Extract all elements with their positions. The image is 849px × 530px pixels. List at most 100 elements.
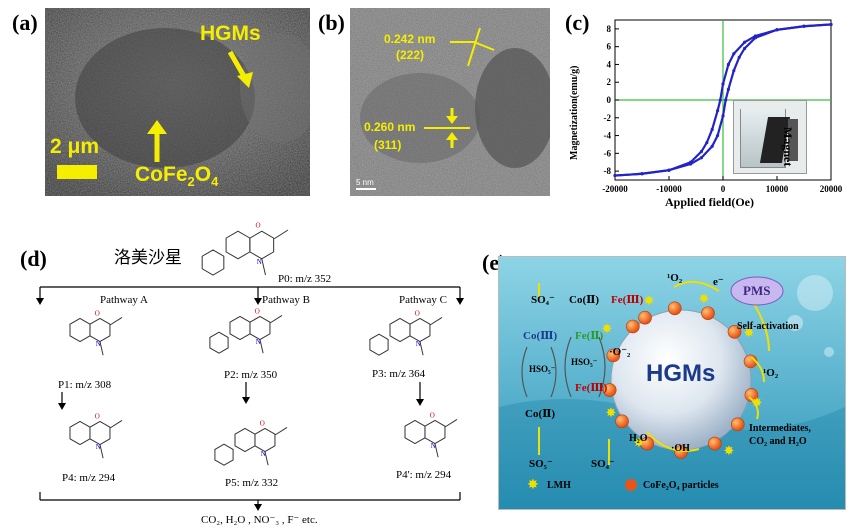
data-point xyxy=(737,55,741,59)
pathway-b: Pathway B xyxy=(262,294,310,306)
co2-left: Co(Ⅱ) xyxy=(569,294,600,306)
oh-radical: ·OH xyxy=(671,443,690,454)
p1-structure-acid xyxy=(110,316,123,326)
p1-label: P1: m/z 308 xyxy=(58,379,112,391)
o2-minus: ·O⁻₂ xyxy=(609,346,631,358)
p4p-label: P4': m/z 294 xyxy=(396,469,452,481)
fe2: Fe(Ⅱ) xyxy=(575,330,604,342)
p4-structure-o: O xyxy=(95,412,100,420)
p5-structure-n: N xyxy=(261,450,266,458)
so4-bottom: SO₄⁻ xyxy=(591,458,615,470)
co3: Co(Ⅲ) xyxy=(523,330,558,342)
data-point xyxy=(802,24,806,28)
y-tick-label: 4 xyxy=(607,59,612,69)
hso5-1: HSO₅⁻ xyxy=(529,364,556,374)
e-minus: e⁻ xyxy=(713,276,724,288)
p2-structure-ethyl xyxy=(259,339,264,354)
p4p-structure-ring-1 xyxy=(404,419,426,445)
cofe2o4-particle xyxy=(667,301,682,316)
cofe2o4-particle xyxy=(640,436,654,451)
p2-structure-n: N xyxy=(256,338,261,346)
panel-b-label: (b) xyxy=(318,10,345,35)
cofe-text: CoFe xyxy=(135,163,188,186)
panel-c-label: (c) xyxy=(565,10,590,35)
scale-bar xyxy=(57,165,97,179)
lmh-legend-icon: ✸ xyxy=(527,478,539,493)
lomefloxacin-structure-ring-1 xyxy=(225,230,251,260)
magnet-label: Magnet xyxy=(781,127,795,167)
cofe2o4-particle xyxy=(615,414,629,429)
data-point xyxy=(710,127,714,131)
p0-label: P0: m/z 352 xyxy=(278,273,332,285)
particles-legend-icon xyxy=(625,479,637,491)
cofe-o: O xyxy=(194,163,212,186)
data-point xyxy=(710,144,714,148)
p1-structure-ring-2 xyxy=(89,317,111,343)
data-point xyxy=(724,98,728,102)
so5: SO₅⁻ xyxy=(529,458,553,470)
p1-structure-o: O xyxy=(95,309,100,317)
arrow-final xyxy=(254,504,262,511)
arrow-c2 xyxy=(416,399,424,406)
c-ylabel: Magnetization(emu/g) xyxy=(569,65,580,160)
cofe2o4-particle xyxy=(730,417,745,432)
data-point xyxy=(640,172,644,176)
p3-structure-acid xyxy=(430,316,443,326)
panel-c: (c) -20000 -10000 0 10000 20000 -8 -6 -4 -2 0 2 4 6 8… xyxy=(555,0,849,215)
lomefloxacin-structure-ring-2 xyxy=(249,230,275,260)
cofe2o4-particle xyxy=(744,388,759,402)
cofe2o4-particle xyxy=(602,383,617,397)
panel-a-label: (a) xyxy=(12,10,38,35)
compound-name: 洛美沙星 xyxy=(114,248,182,268)
data-point xyxy=(732,69,736,73)
data-point xyxy=(699,156,703,160)
cofe2o4-particle xyxy=(701,306,715,321)
cofe2o4-particle xyxy=(727,325,742,339)
panel-d-label: (d) xyxy=(20,246,47,271)
cofe-label: CoFe2O4 xyxy=(135,163,218,189)
data-point xyxy=(705,141,709,145)
plane-2: (311) xyxy=(374,138,402,152)
p1-structure-ring-1 xyxy=(69,317,91,343)
p5-structure-ring-3 xyxy=(214,443,234,466)
data-point xyxy=(718,98,722,102)
o2-top: ¹O₂ xyxy=(667,272,683,284)
lmh-spark: ✸ xyxy=(699,291,710,306)
p3-structure-ring-2 xyxy=(409,317,431,343)
cofe2o4-particle xyxy=(674,445,688,459)
p4p-structure-ring-2 xyxy=(424,419,446,445)
data-point xyxy=(732,52,736,56)
y-tick-label: -6 xyxy=(604,148,612,158)
fe3-top: Fe(Ⅲ) xyxy=(611,294,644,306)
d-spacing-1: 0.242 nm xyxy=(384,32,436,46)
tem-scale-label: 5 nm xyxy=(356,178,374,187)
data-point xyxy=(743,46,747,51)
data-point xyxy=(699,149,703,154)
lomefloxacin-structure-acid xyxy=(273,229,289,240)
lmh-spark: ✸ xyxy=(752,395,763,410)
p2-structure-o: O xyxy=(255,307,260,315)
p3-structure-n: N xyxy=(416,340,421,348)
cofe-sub1: 2 xyxy=(187,174,195,190)
arrow-b xyxy=(254,298,262,305)
d-spacing-2: 0.260 nm xyxy=(364,120,416,134)
x-tick-label: -10000 xyxy=(656,184,682,194)
data-point xyxy=(689,160,693,164)
x-tick-label: 0 xyxy=(721,184,726,194)
p5-structure-acid xyxy=(275,426,288,436)
lomefloxacin-structure-ring-3 xyxy=(201,249,225,276)
scale-label: 2 μm xyxy=(50,135,100,158)
p5-structure-ring-2 xyxy=(254,427,276,453)
fe3-bottom: Fe(Ⅲ) xyxy=(575,382,608,394)
final-products: CO₂, H₂O , NO⁻₃ , F⁻ etc. xyxy=(201,514,318,526)
tem-image xyxy=(350,8,550,196)
x-tick-label: 10000 xyxy=(766,184,789,194)
lomefloxacin-structure-o: O xyxy=(256,222,261,230)
hgms-label: HGMs xyxy=(200,22,261,45)
cofe-sub2: 4 xyxy=(211,174,219,190)
magnet-inset xyxy=(733,100,807,174)
lmh-spark: ✸ xyxy=(602,321,613,336)
y-tick-label: -8 xyxy=(604,166,612,176)
p5-label: P5: m/z 332 xyxy=(225,477,279,489)
pathway-a: Pathway A xyxy=(100,294,148,306)
